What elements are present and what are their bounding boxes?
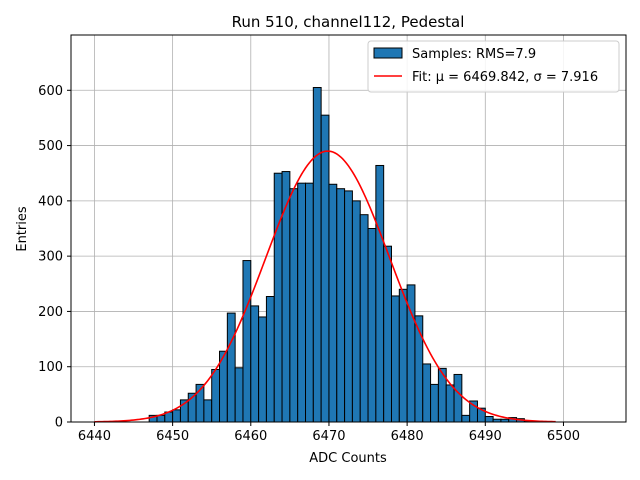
histogram-bar bbox=[265, 296, 275, 423]
histogram-bar bbox=[375, 164, 385, 423]
x-axis-label: ADC Counts bbox=[309, 451, 387, 466]
histogram-bar bbox=[398, 288, 408, 423]
legend-label-fit: Fit: μ = 6469.842, σ = 7.916 bbox=[412, 70, 598, 85]
histogram-bar bbox=[445, 384, 455, 423]
legend: Samples: RMS=7.9 Fit: μ = 6469.842, σ = … bbox=[367, 40, 620, 93]
histogram-bar bbox=[242, 260, 252, 423]
histogram-bar bbox=[484, 415, 494, 423]
histogram-bar bbox=[226, 312, 236, 423]
histogram-bar bbox=[383, 245, 392, 423]
histogram-bar bbox=[336, 188, 346, 423]
x-tick-label: 6490 bbox=[469, 429, 502, 444]
histogram-bar bbox=[289, 188, 299, 423]
histogram-bar bbox=[453, 373, 463, 423]
histogram-bar bbox=[172, 409, 181, 423]
ticks: 6440 6450 6460 6470 6480 6490 6500 0 100 200 300 40… bbox=[38, 84, 580, 444]
legend-label-samples: Samples: RMS=7.9 bbox=[412, 47, 536, 62]
x-tick-label: 6460 bbox=[234, 429, 267, 444]
histogram-bar bbox=[430, 383, 439, 423]
histogram-bar bbox=[203, 399, 213, 423]
legend-bar-swatch bbox=[373, 47, 403, 59]
y-tick-label: 300 bbox=[38, 250, 63, 265]
histogram-bar bbox=[320, 114, 330, 423]
histogram-bar bbox=[312, 87, 322, 423]
x-tick-label: 6470 bbox=[312, 429, 345, 444]
histogram-bar bbox=[359, 214, 369, 423]
y-tick-label: 400 bbox=[38, 194, 63, 209]
histogram-bar bbox=[281, 171, 291, 423]
histogram-bar bbox=[211, 368, 221, 423]
x-tick-label: 6500 bbox=[547, 429, 580, 444]
chart-title: Run 510, channel112, Pedestal bbox=[232, 13, 465, 31]
y-tick-label: 500 bbox=[38, 139, 63, 154]
y-axis-label: Entries bbox=[15, 206, 30, 252]
histogram-bar bbox=[351, 200, 361, 423]
y-tick-label: 200 bbox=[38, 305, 63, 320]
histogram-bar bbox=[258, 316, 267, 423]
histogram-bar bbox=[234, 367, 244, 423]
histogram-bar bbox=[250, 305, 260, 423]
histogram-bar bbox=[461, 414, 471, 423]
x-tick-label: 6440 bbox=[78, 429, 111, 444]
x-tick-label: 6480 bbox=[391, 429, 424, 444]
y-tick-label: 0 bbox=[55, 416, 63, 431]
histogram-bar bbox=[390, 295, 400, 423]
histogram-bar bbox=[297, 182, 307, 423]
plot-frame bbox=[70, 34, 627, 423]
y-tick-label: 600 bbox=[38, 84, 63, 99]
histogram-bar bbox=[328, 183, 338, 423]
histogram-bar bbox=[305, 182, 314, 423]
histogram-bar bbox=[367, 228, 377, 423]
histogram-bar bbox=[273, 172, 283, 423]
fit-curve bbox=[94, 150, 556, 423]
bars bbox=[148, 87, 533, 423]
histogram-bar bbox=[422, 363, 432, 423]
histogram-bar bbox=[344, 190, 353, 423]
x-tick-label: 6450 bbox=[156, 429, 189, 444]
y-tick-label: 100 bbox=[38, 360, 63, 375]
